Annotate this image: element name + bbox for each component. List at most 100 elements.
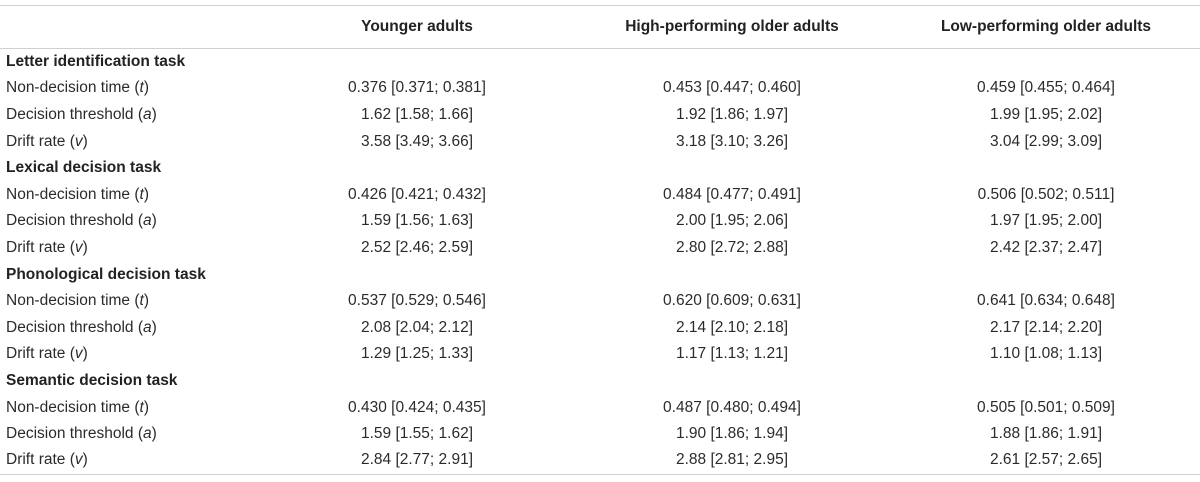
- value-cell: 3.58 [3.49; 3.66]: [360, 132, 474, 150]
- section-title: Phonological decision task: [6, 265, 206, 283]
- section-row: Semantic decision task: [0, 368, 1200, 395]
- value-cell: 1.17 [1.13; 1.21]: [675, 345, 789, 363]
- parameter-name: Non-decision time: [6, 292, 131, 310]
- value-cell: 1.88 [1.86; 1.91]: [989, 425, 1103, 443]
- parameter-table: Younger adults High-performing older adu…: [0, 5, 1200, 475]
- parameter-label: Non-decision time (t): [6, 292, 150, 310]
- value-cell: 0.537 [0.529; 0.546]: [348, 292, 486, 310]
- table-body: Letter identification task Non-decision t…: [0, 49, 1200, 475]
- parameter-symbol: v: [74, 238, 83, 256]
- parameter-name: Decision threshold: [6, 105, 134, 123]
- table-row: Drift rate (v) 2.84 [2.77; 2.91] 2.88 [2.8…: [0, 447, 1200, 475]
- value-cell: 0.453 [0.447; 0.460]: [663, 79, 801, 97]
- parameter-label: Decision threshold (a): [6, 212, 157, 230]
- value-cell: 2.00 [1.95; 2.06]: [675, 212, 789, 230]
- parameter-name: Drift rate: [6, 238, 66, 256]
- table-row: Decision threshold (a) 2.08 [2.04; 2.12] 2…: [0, 314, 1200, 341]
- parameter-symbol: a: [142, 105, 152, 123]
- parameter-label: Non-decision time (t): [6, 79, 150, 97]
- value-cell: 0.505 [0.501; 0.509]: [977, 398, 1115, 416]
- value-cell: 0.459 [0.455; 0.464]: [977, 79, 1115, 97]
- value-cell: 2.14 [2.10; 2.18]: [675, 318, 789, 336]
- parameter-name: Decision threshold: [6, 318, 134, 336]
- value-cell: 2.08 [2.04; 2.12]: [360, 318, 474, 336]
- value-cell: 1.10 [1.08; 1.13]: [989, 345, 1103, 363]
- parameter-label: Drift rate (v): [6, 238, 88, 256]
- value-cell: 0.506 [0.502; 0.511]: [977, 185, 1115, 203]
- value-cell: 0.620 [0.609; 0.631]: [663, 292, 801, 310]
- section-row: Letter identification task: [0, 49, 1200, 76]
- value-cell: 2.84 [2.77; 2.91]: [262, 447, 572, 475]
- table-row: Decision threshold (a) 1.62 [1.58; 1.66] 1…: [0, 102, 1200, 129]
- value-cell: 1.59 [1.55; 1.62]: [360, 425, 474, 443]
- section-row: Lexical decision task: [0, 155, 1200, 182]
- value-cell: 2.17 [2.14; 2.20]: [989, 318, 1103, 336]
- value-cell: 1.59 [1.56; 1.63]: [360, 212, 474, 230]
- section-title: Semantic decision task: [6, 371, 178, 389]
- section-row: Phonological decision task: [0, 261, 1200, 288]
- parameter-label: Non-decision time (t): [6, 185, 150, 203]
- parameter-symbol: t: [139, 398, 144, 416]
- value-cell: 2.61 [2.57; 2.65]: [892, 447, 1200, 475]
- section-title: Lexical decision task: [6, 159, 162, 177]
- parameter-label: Drift rate (v): [6, 132, 88, 150]
- parameter-name: Decision threshold: [6, 212, 134, 230]
- value-cell: 3.04 [2.99; 3.09]: [989, 132, 1103, 150]
- parameter-symbol: a: [142, 212, 152, 230]
- parameter-symbol: a: [142, 318, 152, 336]
- value-cell: 3.18 [3.10; 3.26]: [675, 132, 789, 150]
- table-row: Drift rate (v) 3.58 [3.49; 3.66] 3.18 [3.1…: [0, 128, 1200, 155]
- parameter-name: Drift rate: [6, 345, 66, 363]
- parameter-symbol: v: [74, 451, 83, 469]
- parameter-symbol: t: [139, 292, 144, 310]
- header-row: Younger adults High-performing older adu…: [0, 5, 1200, 49]
- table-row: Non-decision time (t) 0.430 [0.424; 0.435…: [0, 394, 1200, 421]
- header-low-performing-older-adults: Low-performing older adults: [892, 5, 1200, 49]
- value-cell: 2.42 [2.37; 2.47]: [989, 238, 1103, 256]
- parameter-name: Non-decision time: [6, 398, 131, 416]
- value-cell: 1.62 [1.58; 1.66]: [360, 105, 474, 123]
- value-cell: 0.376 [0.371; 0.381]: [348, 79, 486, 97]
- parameter-label: Decision threshold (a): [6, 105, 157, 123]
- value-cell: 2.52 [2.46; 2.59]: [360, 238, 474, 256]
- section-title: Letter identification task: [6, 53, 186, 71]
- value-cell: 2.80 [2.72; 2.88]: [675, 238, 789, 256]
- parameter-symbol: t: [139, 79, 144, 97]
- table-row: Non-decision time (t) 0.537 [0.529; 0.546…: [0, 288, 1200, 315]
- table-row: Non-decision time (t) 0.376 [0.371; 0.381…: [0, 75, 1200, 102]
- parameter-symbol: v: [74, 132, 83, 150]
- value-cell: 0.641 [0.634; 0.648]: [977, 292, 1115, 310]
- parameter-symbol: t: [139, 185, 144, 203]
- parameter-symbol: v: [74, 345, 83, 363]
- parameter-name: Drift rate: [6, 451, 66, 469]
- parameter-name: Drift rate: [6, 132, 66, 150]
- parameter-symbol: a: [142, 425, 152, 443]
- value-cell: 1.99 [1.95; 2.02]: [989, 105, 1103, 123]
- parameter-name: Non-decision time: [6, 185, 131, 203]
- table-header: Younger adults High-performing older adu…: [0, 5, 1200, 49]
- parameter-label: Decision threshold (a): [6, 318, 157, 336]
- table-row: Decision threshold (a) 1.59 [1.55; 1.62] 1…: [0, 421, 1200, 448]
- value-cell: 1.29 [1.25; 1.33]: [360, 345, 474, 363]
- value-cell: 0.484 [0.477; 0.491]: [663, 185, 801, 203]
- header-empty-cell: [0, 5, 262, 49]
- parameter-name: Non-decision time: [6, 79, 131, 97]
- value-cell: 1.97 [1.95; 2.00]: [989, 212, 1103, 230]
- parameter-label: Non-decision time (t): [6, 398, 150, 416]
- parameter-label: Drift rate (v): [0, 447, 262, 475]
- value-cell: 2.88 [2.81; 2.95]: [572, 447, 892, 475]
- parameter-name: Decision threshold: [6, 425, 134, 443]
- table-row: Drift rate (v) 2.52 [2.46; 2.59] 2.80 [2.7…: [0, 235, 1200, 262]
- value-cell: 0.426 [0.421; 0.432]: [348, 185, 486, 203]
- value-cell: 1.92 [1.86; 1.97]: [675, 105, 789, 123]
- header-high-performing-older-adults: High-performing older adults: [572, 5, 892, 49]
- parameter-label: Decision threshold (a): [6, 425, 157, 443]
- header-younger-adults: Younger adults: [262, 5, 572, 49]
- parameter-label: Drift rate (v): [6, 345, 88, 363]
- value-cell: 0.430 [0.424; 0.435]: [348, 398, 486, 416]
- value-cell: 0.487 [0.480; 0.494]: [663, 398, 801, 416]
- table-row: Drift rate (v) 1.29 [1.25; 1.33] 1.17 [1.1…: [0, 341, 1200, 368]
- table-row: Non-decision time (t) 0.426 [0.421; 0.432…: [0, 181, 1200, 208]
- table-row: Decision threshold (a) 1.59 [1.56; 1.63] 2…: [0, 208, 1200, 235]
- value-cell: 1.90 [1.86; 1.94]: [675, 425, 789, 443]
